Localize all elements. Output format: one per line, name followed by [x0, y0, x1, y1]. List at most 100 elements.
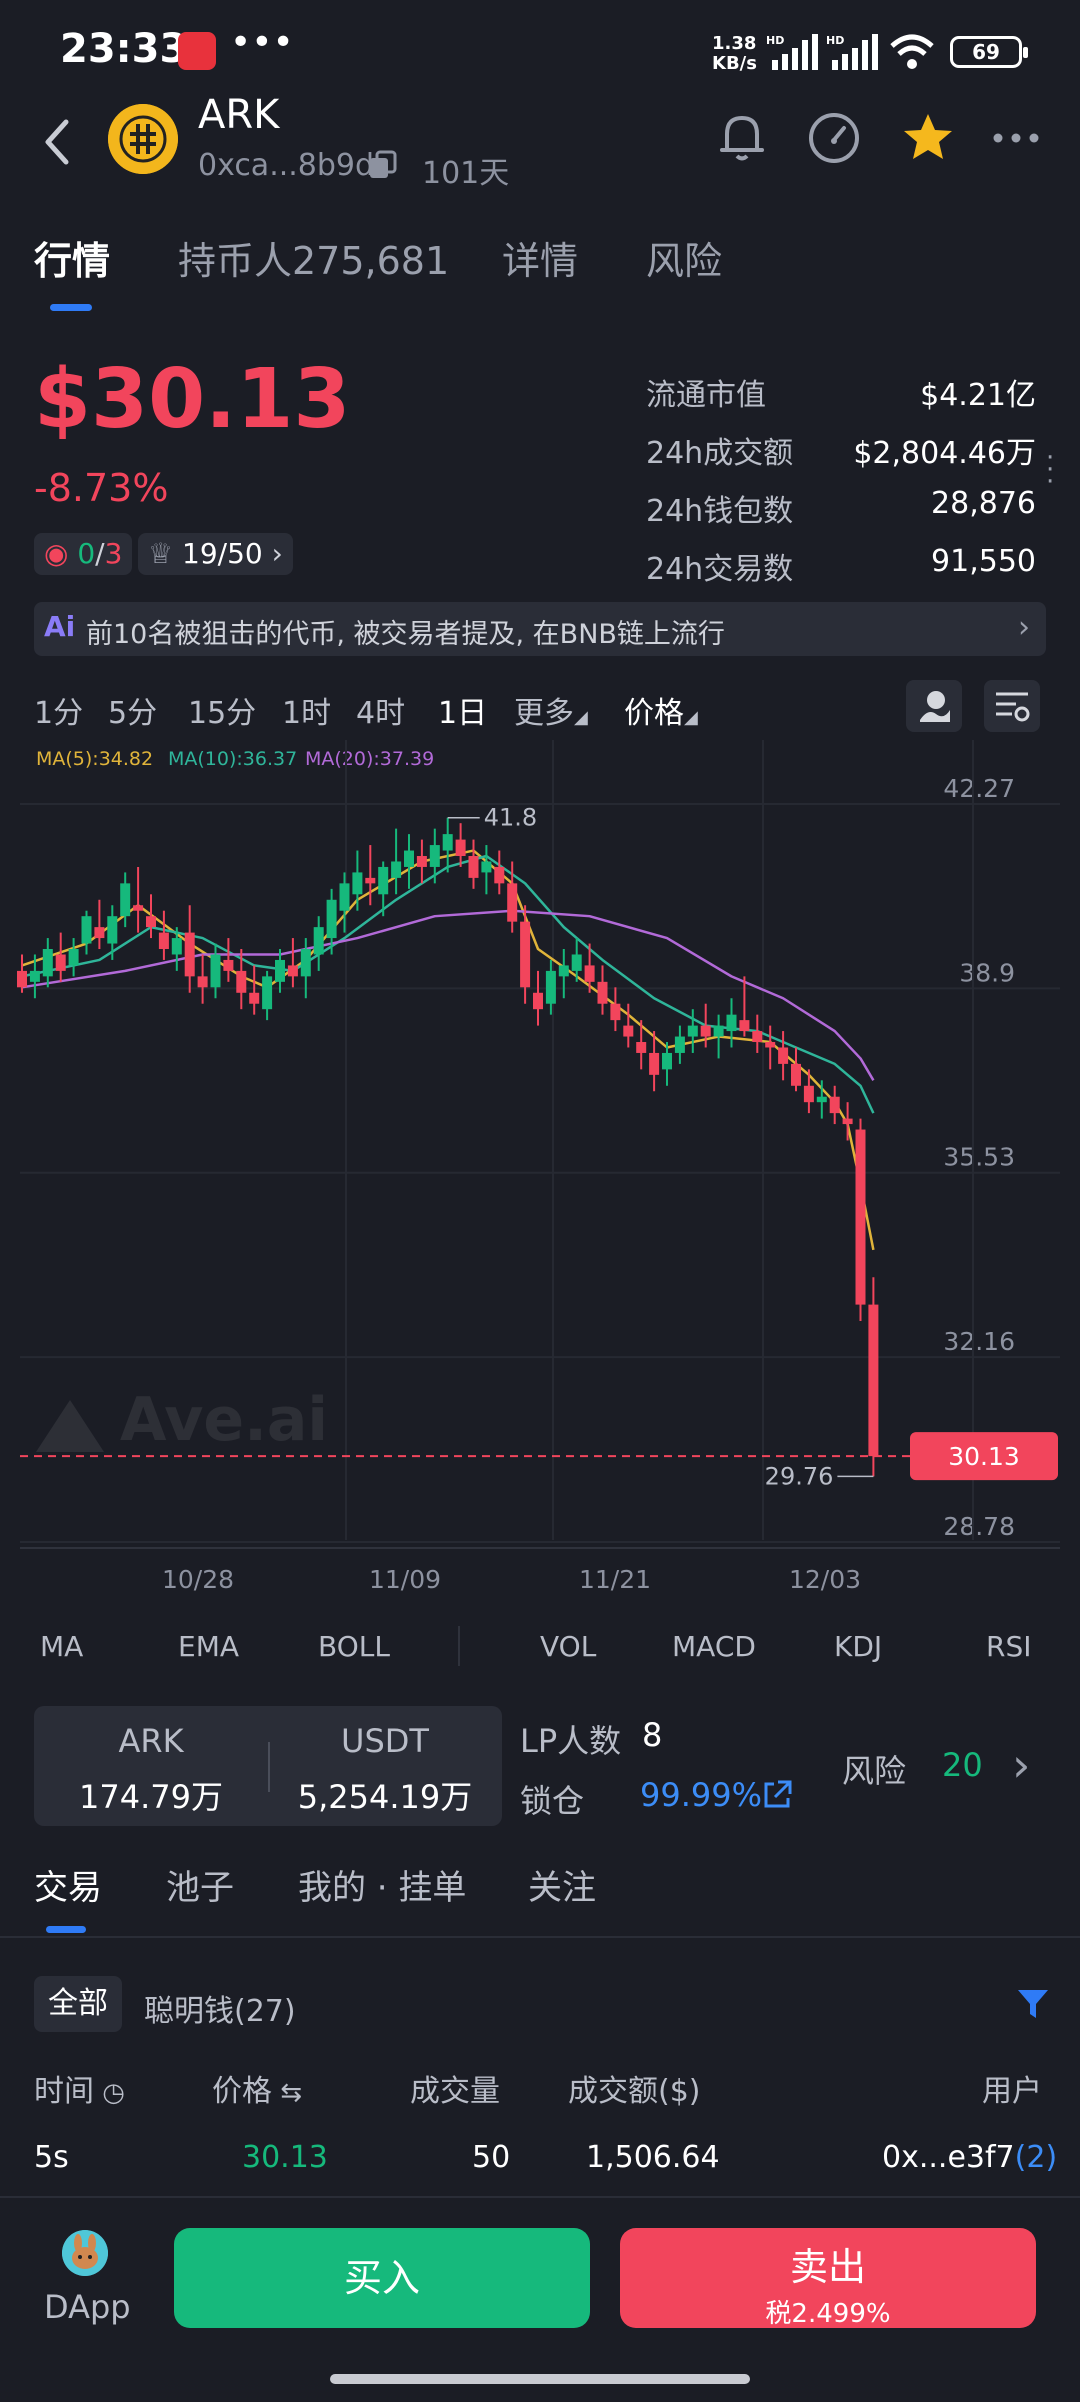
y-tick-label: 42.27 [943, 774, 1015, 803]
candle-body [868, 1304, 879, 1457]
chevron-right-icon[interactable]: › [1012, 1738, 1031, 1792]
lock-value[interactable]: 99.99% [640, 1776, 763, 1814]
indicator-kdj[interactable]: KDJ [834, 1630, 883, 1663]
ai-banner[interactable]: Ai 前10名被狙击的代币, 被交易者提及, 在BNB链上流行 › [34, 602, 1046, 656]
more-icon[interactable] [986, 108, 1046, 168]
back-arrow-icon[interactable] [40, 118, 74, 166]
candle-body [842, 1118, 853, 1125]
candle-body [610, 1003, 621, 1021]
pool-quote-symbol: USDT [341, 1722, 429, 1760]
candle-body [507, 883, 518, 922]
hd-label-1: HD [766, 34, 784, 47]
token-title: ARK [198, 92, 280, 138]
trade-tab-trades[interactable]: 交易 [34, 1868, 102, 1908]
sniper-badge[interactable]: ◉ 0/3 [34, 533, 133, 575]
trade-tab-watch[interactable]: 关注 [528, 1868, 596, 1908]
bell-icon[interactable] [712, 108, 772, 168]
candle-body [249, 992, 260, 1004]
price-chart[interactable]: 42.27 38.9 35.53 32.16 28.78 10/28 11/09 11/21 1… [0, 740, 1080, 1610]
indicator-rsi[interactable]: RSI [986, 1630, 1032, 1663]
candle-body [468, 856, 479, 878]
col-time[interactable]: 时间 ◷ [34, 2066, 125, 2110]
candle-body [326, 899, 337, 939]
watermark-text: Ave.ai [120, 1385, 328, 1455]
copy-icon[interactable] [368, 150, 398, 180]
candle-body [275, 959, 285, 982]
indicator-macd[interactable]: MACD [672, 1630, 756, 1663]
risk-score[interactable]: 20 [942, 1746, 983, 1784]
indicator-ema[interactable]: EMA [178, 1630, 240, 1663]
hd-label-2: HD [826, 34, 844, 47]
candle-body [107, 916, 118, 944]
star-favorite-icon[interactable] [898, 108, 958, 168]
indicator-ma[interactable]: MA [40, 1630, 84, 1663]
sniper-count: 0 [77, 537, 96, 570]
pool-quote-amount: 5,254.19万 [297, 1778, 473, 1816]
interval-5m[interactable]: 5分 [108, 696, 158, 731]
chart-style-icon[interactable] [906, 680, 962, 732]
sniper-sep: / [95, 537, 105, 570]
stat-value-wallets: 28,876 [931, 486, 1036, 521]
risk-label[interactable]: 风险 [842, 1752, 907, 1790]
interval-more-label: 更多 [514, 696, 574, 731]
dapp-label[interactable]: DApp [44, 2288, 131, 2326]
interval-more[interactable]: 更多◢ [514, 696, 588, 731]
indicator-vol[interactable]: VOL [540, 1630, 597, 1663]
pool-token-amount: 174.79万 [79, 1778, 223, 1816]
trade-tab-my-orders[interactable]: 我的 · 挂单 [298, 1868, 467, 1908]
low-label: 29.76 [765, 1462, 834, 1490]
price-toggle[interactable]: 价格◢ [624, 696, 698, 731]
col-price[interactable]: 价格 ⇆ [212, 2066, 302, 2110]
sell-button[interactable]: 卖出 税2.499% [620, 2228, 1036, 2329]
filter-funnel-icon[interactable] [1016, 1986, 1050, 2022]
dapp-bunny-icon[interactable] [62, 2230, 108, 2276]
candle-body [339, 883, 350, 911]
tab-risk[interactable]: 风险 [646, 239, 723, 283]
filter-all[interactable]: 全部 [34, 1976, 122, 2032]
candle-body [662, 1052, 672, 1070]
cell-signal-icon: HD [766, 34, 818, 70]
interval-1h[interactable]: 1时 [282, 696, 332, 731]
current-price-label: 30.13 [948, 1442, 1020, 1471]
candle-body [210, 954, 221, 988]
stat-label-txns: 24h交易数 [646, 552, 794, 587]
battery-icon: 69 [950, 36, 1028, 68]
row-user-count: (2) [1014, 2140, 1058, 2175]
contract-address[interactable]: 0xca...8b9d [198, 148, 375, 183]
network-speed-value: 1.38 [712, 33, 757, 54]
candle-body [636, 1042, 647, 1053]
candle-body [829, 1096, 840, 1114]
current-price: $30.13 [34, 352, 351, 447]
row-user[interactable]: 0x...e3f7(2) [882, 2140, 1057, 2175]
tab-holders[interactable]: 持币人275,681 [178, 239, 450, 283]
insider-badge[interactable]: ♕ 19/50 › [138, 533, 293, 575]
trade-tab-pool[interactable]: 池子 [166, 1868, 234, 1908]
sell-label: 卖出 [789, 2245, 866, 2289]
filter-smart-money[interactable]: 聪明钱(27) [144, 1994, 296, 2029]
interval-1m[interactable]: 1分 [34, 696, 84, 731]
candle-body [597, 981, 608, 1004]
indicator-boll[interactable]: BOLL [318, 1630, 390, 1663]
ma5-legend: MA(5):34.82 [36, 748, 154, 770]
stat-label-mcap: 流通市值 [646, 378, 766, 413]
candle-body [778, 1047, 789, 1064]
buy-button[interactable]: 买入 [174, 2228, 590, 2328]
candle-body [791, 1063, 801, 1086]
pool-token-symbol: ARK [118, 1722, 184, 1760]
sell-tax: 税2.499% [765, 2299, 891, 2329]
tab-details[interactable]: 详情 [502, 239, 579, 283]
candle-body [726, 1014, 737, 1032]
candle-body [416, 856, 427, 867]
token-age: 101天 [422, 156, 510, 191]
chart-settings-icon[interactable] [984, 680, 1040, 732]
candle-body [855, 1129, 866, 1305]
interval-15m[interactable]: 15分 [188, 696, 257, 731]
interval-4h[interactable]: 4时 [356, 696, 406, 731]
interval-1d[interactable]: 1日 [438, 696, 488, 731]
external-link-icon[interactable] [760, 1778, 794, 1812]
speedometer-icon[interactable] [804, 108, 864, 168]
token-logo [108, 104, 178, 174]
stats-more-icon[interactable]: · · · [1046, 443, 1055, 497]
tab-market[interactable]: 行情 [34, 239, 111, 283]
row-volume: 50 [472, 2140, 511, 2175]
